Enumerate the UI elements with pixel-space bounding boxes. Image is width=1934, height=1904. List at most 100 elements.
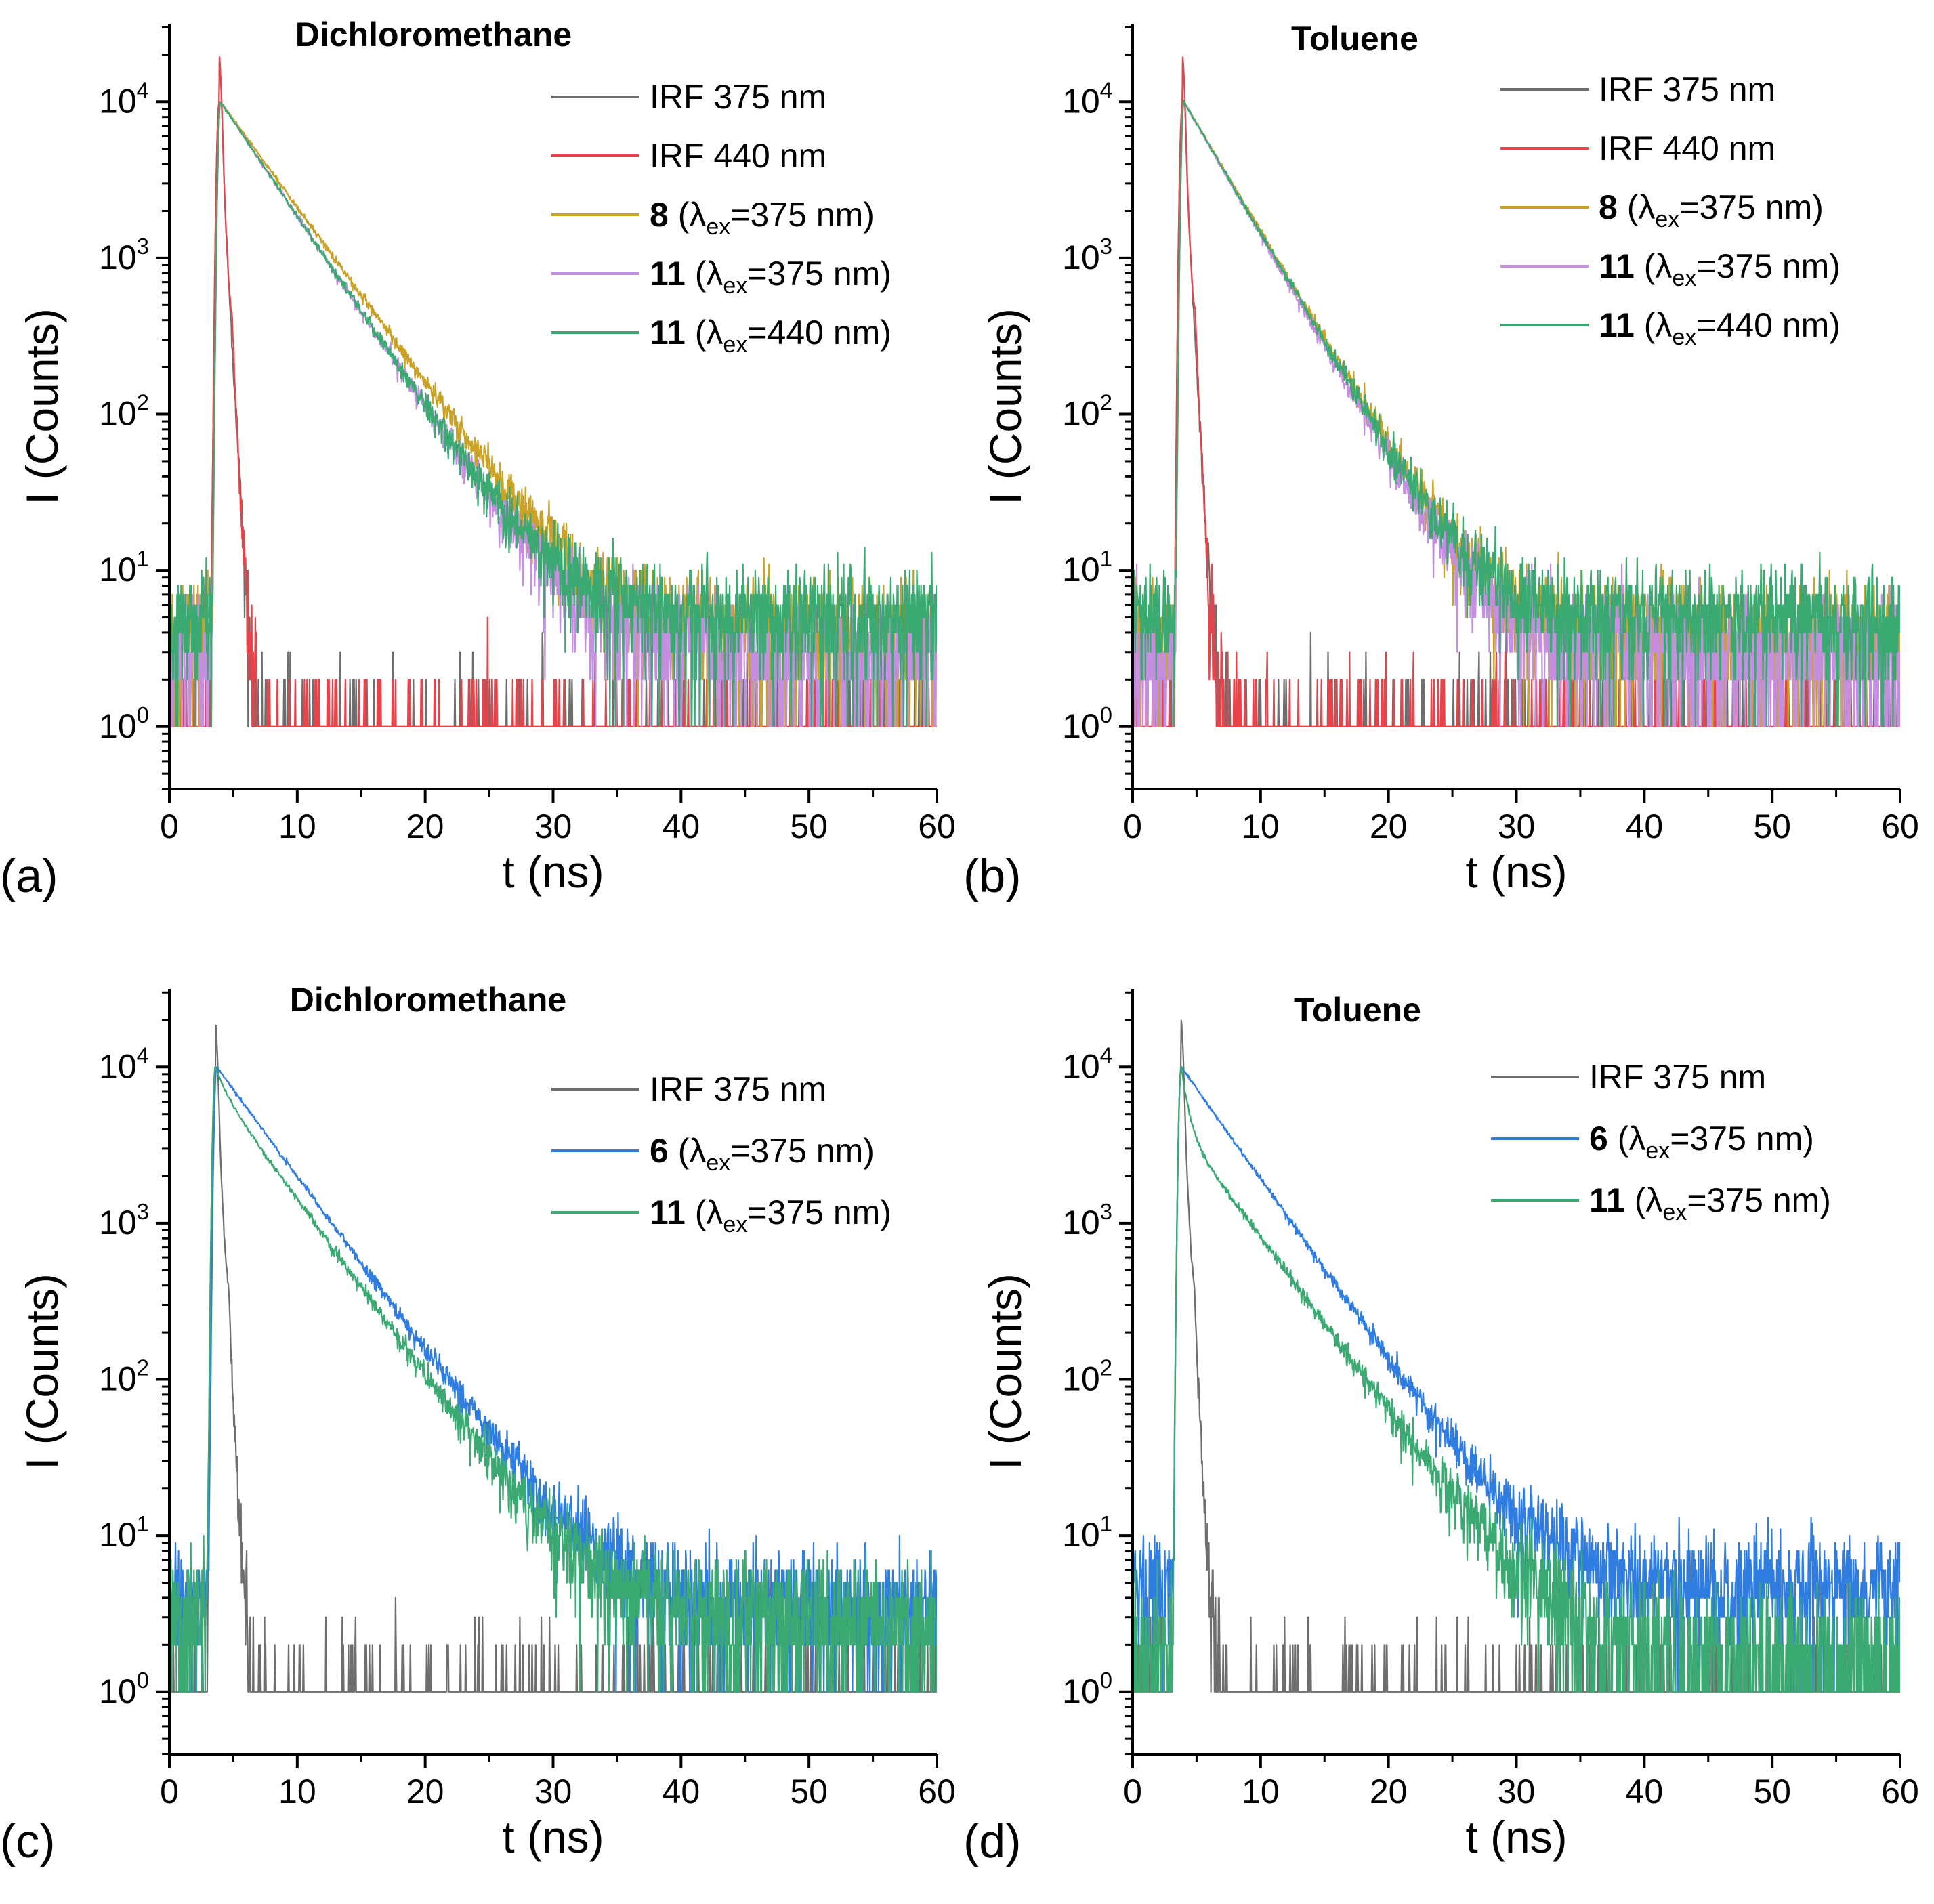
y-tick-label: 100: [1062, 1668, 1112, 1710]
panel-label: (a): [0, 849, 58, 902]
y-tick-label: 100: [1062, 702, 1112, 745]
legend-item: IRF 375 nm: [1491, 1058, 1766, 1096]
x-tick-label: 60: [918, 807, 956, 845]
legend-label: 11 (λex=375 nm): [650, 255, 891, 299]
panel-label: (b): [963, 849, 1022, 902]
x-tick-label: 10: [1242, 1773, 1280, 1811]
legend: IRF 375 nm 6 (λex=375 nm) 11 (λex=375 nm): [1491, 1058, 1831, 1225]
x-tick-label: 60: [918, 1773, 956, 1811]
panel-c: 0 10 20 30 40 50 60 100 101 102 103 104 t (ns) I (Cou…: [0, 981, 956, 1867]
y-tick-label: 104: [1062, 1042, 1112, 1085]
chart-title: Dichloromethane: [295, 16, 572, 54]
x-tick-label: 40: [1626, 1773, 1664, 1811]
panel-b: 0 10 20 30 40 50 60 100 101 102 103 104 t (ns) I (Cou…: [963, 20, 1919, 902]
legend-item: IRF 375 nm: [551, 1070, 826, 1108]
y-tick-label: 100: [99, 1668, 149, 1710]
y-tick-label: 101: [99, 1511, 149, 1554]
legend-label: 11 (λex=440 nm): [1599, 306, 1841, 350]
legend-label: IRF 440 nm: [1599, 129, 1775, 167]
x-tick-label: 10: [278, 1773, 316, 1811]
series-line-5: [169, 101, 937, 727]
x-axis-title: t (ns): [502, 1812, 604, 1862]
x-tick-label: 50: [790, 807, 828, 845]
y-axis-title: I (Counts): [17, 1273, 67, 1470]
plot-area: [169, 56, 937, 727]
y-tick-label: 104: [99, 77, 149, 120]
x-tick-label: 60: [1881, 1773, 1919, 1811]
legend-item: 11 (λex=375 nm): [1491, 1181, 1831, 1225]
x-tick-label: 50: [790, 1773, 828, 1811]
axes: 0 10 20 30 40 50 60 100 101 102 103 104 t (ns) I (Cou…: [0, 981, 956, 1867]
chart-title: Toluene: [1291, 20, 1418, 58]
legend: IRF 375 nm IRF 440 nm 8 (λex=375 nm) 11 (λe…: [551, 78, 891, 358]
axes: 0 10 20 30 40 50 60 100 101 102 103 104 t (ns) I (Cou…: [963, 989, 1919, 1867]
legend-item: 8 (λex=375 nm): [1500, 188, 1824, 232]
y-tick-label: 102: [99, 390, 149, 433]
legend-label: 11 (λex=375 nm): [650, 1193, 891, 1237]
series-line-2: [1133, 1066, 1900, 1693]
x-tick-label: 0: [160, 1773, 179, 1811]
x-tick-label: 50: [1753, 1773, 1791, 1811]
legend-label: 6 (λex=375 nm): [650, 1132, 875, 1176]
x-axis-title: t (ns): [1465, 847, 1567, 897]
legend-label: IRF 375 nm: [1599, 70, 1775, 108]
x-tick-label: 20: [1370, 807, 1408, 845]
series-line-3: [169, 1066, 937, 1693]
y-tick-label: 103: [1062, 1199, 1112, 1242]
series-line-2: [1133, 56, 1900, 727]
x-tick-label: 60: [1881, 807, 1919, 845]
x-tick-label: 40: [1626, 807, 1664, 845]
plot-area: [169, 1024, 937, 1693]
legend-item: 11 (λex=440 nm): [1500, 306, 1841, 350]
y-axis-title: I (Counts): [17, 308, 67, 505]
y-tick-label: 103: [1062, 234, 1112, 276]
x-tick-label: 20: [1370, 1773, 1408, 1811]
legend: IRF 375 nm IRF 440 nm 8 (λex=375 nm) 11 (λe…: [1500, 70, 1841, 350]
legend-label: IRF 375 nm: [650, 78, 826, 116]
legend-item: IRF 440 nm: [551, 137, 826, 175]
x-tick-label: 0: [1123, 807, 1142, 845]
y-tick-label: 102: [99, 1355, 149, 1398]
x-tick-label: 10: [278, 807, 316, 845]
legend-item: 11 (λex=440 nm): [551, 314, 891, 358]
y-tick-label: 100: [99, 702, 149, 745]
axes: 0 10 20 30 40 50 60 100 101 102 103 104 t (ns) I (Cou…: [963, 20, 1919, 902]
x-tick-label: 20: [406, 1773, 444, 1811]
legend-label: 6 (λex=375 nm): [1589, 1120, 1814, 1164]
x-axis-title: t (ns): [502, 847, 604, 897]
chart-title: Toluene: [1294, 991, 1421, 1029]
y-tick-label: 101: [1062, 1511, 1112, 1554]
y-tick-label: 102: [1062, 1355, 1112, 1398]
plot-area: [1133, 1019, 1900, 1693]
y-tick-label: 102: [1062, 390, 1112, 433]
legend-item: 11 (λex=375 nm): [551, 255, 891, 299]
x-tick-label: 40: [663, 1773, 700, 1811]
x-tick-label: 0: [1123, 1773, 1142, 1811]
series-line-1: [169, 1024, 937, 1693]
x-tick-label: 50: [1753, 807, 1791, 845]
y-tick-label: 101: [99, 546, 149, 589]
legend-item: IRF 440 nm: [1500, 129, 1775, 167]
x-tick-label: 30: [1498, 807, 1536, 845]
legend-label: 8 (λex=375 nm): [650, 196, 875, 240]
panel-a: 0 10 20 30 40 50 60 100 101 102 103 104 t (ns) I (Cou…: [0, 16, 956, 902]
x-tick-label: 20: [406, 807, 444, 845]
panel-label: (c): [0, 1815, 56, 1867]
panel-d: 0 10 20 30 40 50 60 100 101 102 103 104 t (ns) I (Cou…: [963, 989, 1919, 1867]
legend-item: IRF 375 nm: [1500, 70, 1775, 108]
y-tick-label: 104: [99, 1042, 149, 1085]
x-tick-label: 30: [534, 1773, 572, 1811]
y-tick-label: 104: [1062, 77, 1112, 120]
x-tick-label: 0: [160, 807, 179, 845]
y-tick-label: 103: [99, 234, 149, 276]
legend-item: 11 (λex=375 nm): [1500, 247, 1841, 291]
y-axis-title: I (Counts): [980, 308, 1030, 505]
y-axis-title: I (Counts): [980, 1273, 1030, 1470]
legend-item: IRF 375 nm: [551, 78, 826, 116]
legend-label: IRF 375 nm: [1589, 1058, 1766, 1096]
legend: IRF 375 nm 6 (λex=375 nm) 11 (λex=375 nm): [551, 1070, 891, 1237]
chart-title: Dichloromethane: [290, 981, 566, 1019]
legend-item: 11 (λex=375 nm): [551, 1193, 891, 1237]
legend-label: 8 (λex=375 nm): [1599, 188, 1824, 232]
